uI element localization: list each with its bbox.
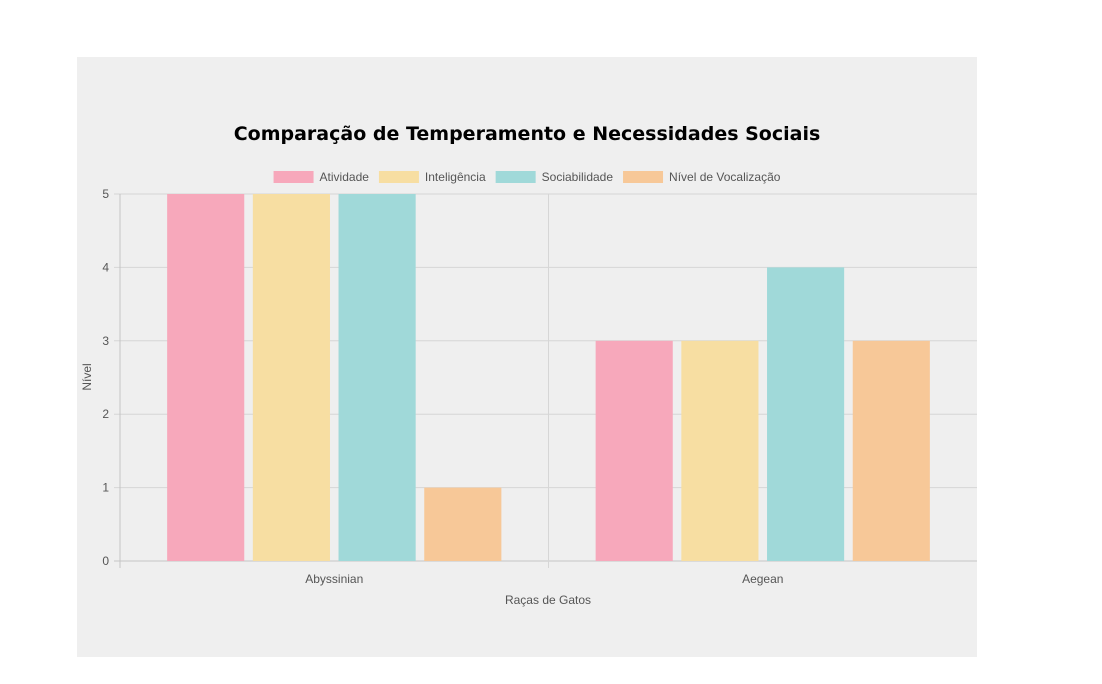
bar	[424, 487, 502, 561]
legend: Atividade Inteligência Sociabilidade Nível …	[273, 170, 781, 184]
legend-label: Sociabilidade	[542, 170, 614, 184]
y-tick-label: 0	[102, 554, 109, 568]
legend-label: Atividade	[320, 170, 370, 184]
legend-label: Nível de Vocalização	[669, 170, 781, 184]
y-tick-label: 1	[102, 481, 109, 495]
x-tick-label: Abyssinian	[305, 572, 363, 586]
y-tick-label: 4	[102, 260, 109, 274]
bar	[595, 340, 673, 561]
bar	[252, 194, 330, 561]
legend-swatch	[378, 171, 419, 183]
legend-swatch	[623, 171, 664, 183]
x-tick-label: Aegean	[742, 572, 783, 586]
legend-swatch	[273, 171, 314, 183]
y-tick-label: 2	[102, 407, 109, 421]
bar	[338, 194, 416, 561]
y-axis-title: Nível	[80, 363, 94, 390]
chart-title: Comparação de Temperamento e Necessidade…	[234, 123, 821, 145]
bar	[767, 267, 845, 561]
bar	[852, 340, 930, 561]
bar	[681, 340, 759, 561]
y-tick-label: 3	[102, 334, 109, 348]
axes: 0 1 2 3 4 5 Abyssinian Aegean	[102, 187, 783, 586]
x-axis-title: Raças de Gatos	[505, 593, 591, 607]
legend-swatch	[495, 171, 536, 183]
y-tick-label: 5	[102, 187, 109, 201]
bars	[167, 194, 930, 561]
legend-label: Inteligência	[425, 170, 486, 184]
bar	[167, 194, 245, 561]
